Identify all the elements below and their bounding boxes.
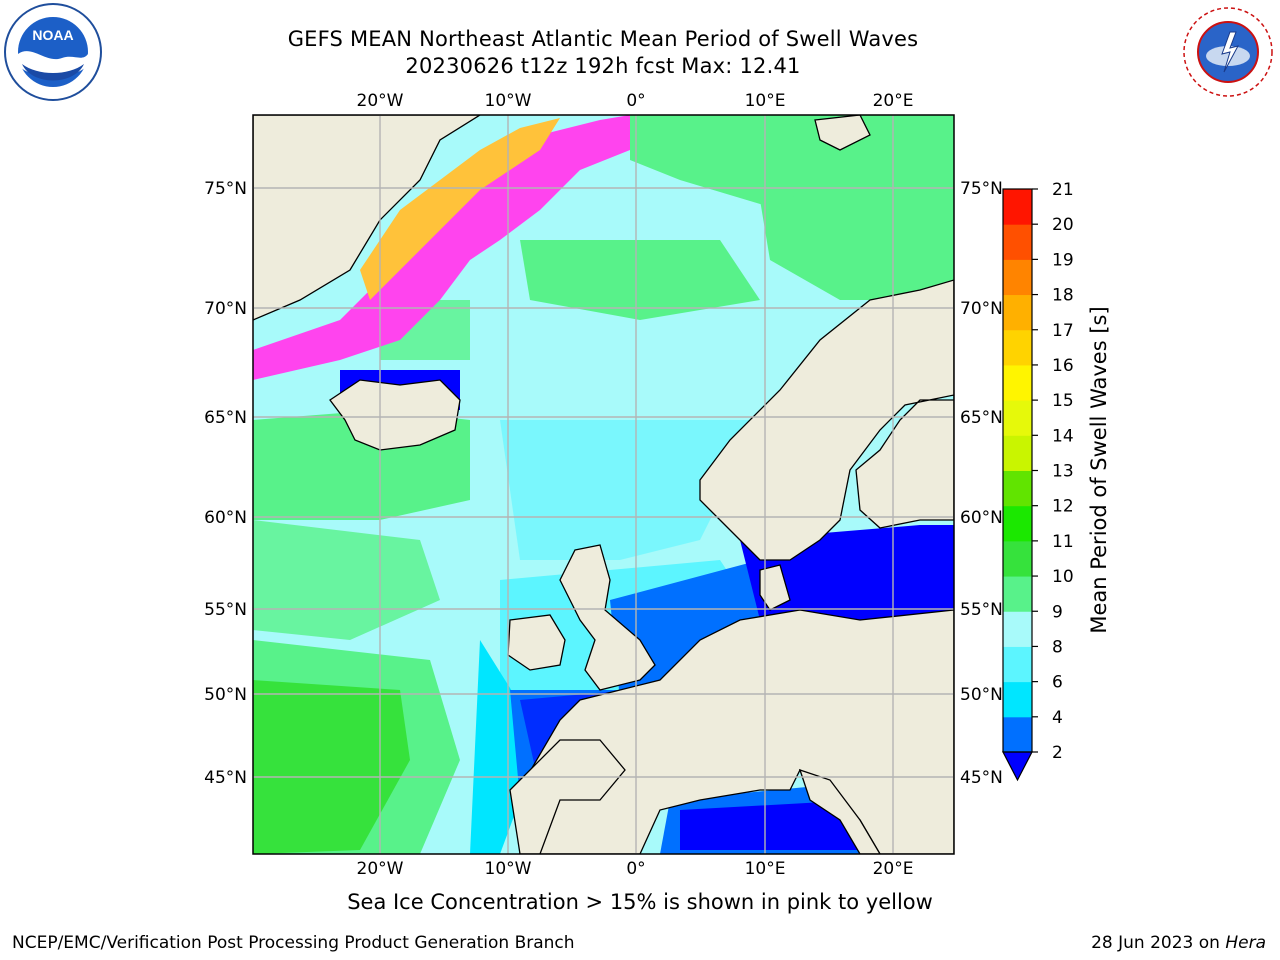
lat-label-right: 75°N [960, 179, 1003, 199]
footer-date-text: 28 Jun 2023 on [1091, 933, 1226, 953]
colorbar-bin [1003, 716, 1032, 753]
lat-label-left: 50°N [204, 685, 247, 705]
lon-label-bottom: 20°W [357, 859, 404, 879]
colorbar-tick-label: 19 [1052, 250, 1074, 270]
colorbar-label: Mean Period of Swell Waves [s] [1087, 306, 1111, 633]
plot-subtitle: 20230626 t12z 192h fcst Max: 12.41 [405, 54, 801, 78]
colorbar-tick-label: 11 [1052, 532, 1074, 552]
colorbar-bin [1003, 505, 1032, 542]
colorbar-bin [1003, 364, 1032, 401]
lat-label-right: 65°N [960, 408, 1003, 428]
colorbar-bin [1003, 400, 1032, 436]
colorbar-tick-label: 20 [1052, 215, 1074, 235]
lat-label-right: 55°N [960, 600, 1003, 620]
lat-label-right: 45°N [960, 768, 1003, 788]
colorbar-tick-label: 6 [1052, 673, 1063, 693]
map-gridlines [253, 115, 954, 854]
lon-label-bottom: 20°E [873, 859, 914, 879]
lat-label-left: 70°N [204, 299, 247, 319]
colorbar-tick-label: 4 [1052, 708, 1063, 728]
lat-label-left: 75°N [204, 179, 247, 199]
colorbar-tick-label: 2 [1052, 743, 1063, 763]
map-field [253, 115, 954, 854]
lon-label-bottom: 0° [626, 859, 645, 879]
colorbar-bin [1003, 576, 1032, 612]
national-weather-service-logo [1181, 5, 1275, 99]
colorbar-bin [1003, 435, 1032, 471]
lat-label-left: 60°N [204, 508, 247, 528]
lat-label-left: 45°N [204, 768, 247, 788]
colorbar-tick-label: 16 [1052, 356, 1074, 376]
footer-date: 28 Jun 2023 on Hera [1091, 933, 1266, 953]
colorbar-bin [1003, 470, 1032, 507]
colorbar-tick-label: 14 [1052, 426, 1074, 446]
lon-label-top: 20°E [873, 91, 914, 111]
colorbar-bin [1003, 189, 1032, 225]
lat-label-left: 65°N [204, 408, 247, 428]
lat-label-right: 50°N [960, 685, 1003, 705]
lon-label-top: 20°W [357, 91, 404, 111]
land [253, 115, 954, 854]
lon-label-bottom: 10°W [485, 859, 532, 879]
colorbar-bin [1003, 646, 1032, 683]
colorbar: 2 4 6 8 9 10 11 12 13 14 15 16 17 18 19 20 21 [1002, 180, 1074, 782]
lat-label-right: 60°N [960, 508, 1003, 528]
colorbar-bin [1003, 259, 1032, 296]
lon-label-top: 10°E [745, 91, 786, 111]
colorbar-extend-arrow [1002, 751, 1033, 782]
colorbar-tick-label: 12 [1052, 497, 1074, 517]
colorbar-tick-label: 13 [1052, 462, 1074, 482]
colorbar-tick-label: 15 [1052, 391, 1074, 411]
colorbar-tick-label: 21 [1052, 180, 1074, 200]
svg-text:NOAA: NOAA [32, 27, 73, 43]
lat-label-left: 55°N [204, 600, 247, 620]
sea-ice-caption: Sea Ice Concentration > 15% is shown in … [347, 890, 933, 914]
lon-label-top: 0° [626, 91, 645, 111]
colorbar-bin [1003, 294, 1032, 331]
lat-label-right: 70°N [960, 299, 1003, 319]
colorbar-tick-label: 17 [1052, 321, 1074, 341]
colorbar-tick-label: 10 [1052, 567, 1074, 587]
lon-label-bottom: 10°E [745, 859, 786, 879]
colorbar-bin [1003, 611, 1032, 647]
map-frame [252, 114, 955, 855]
colorbar-tick-label: 18 [1052, 286, 1074, 306]
colorbar-bin [1003, 540, 1032, 577]
noaa-logo: NOAA [4, 3, 102, 101]
colorbar-bin [1003, 681, 1032, 718]
colorbar-tick-label: 9 [1052, 602, 1063, 622]
footer-credit: NCEP/EMC/Verification Post Processing Pr… [12, 933, 575, 953]
colorbar-bin [1003, 224, 1032, 260]
plot-title: GEFS MEAN Northeast Atlantic Mean Period… [287, 27, 919, 51]
colorbar-tick-label: 8 [1052, 637, 1063, 657]
lon-label-top: 10°W [485, 91, 532, 111]
footer-host: Hera [1225, 933, 1266, 953]
colorbar-bin [1003, 329, 1032, 366]
